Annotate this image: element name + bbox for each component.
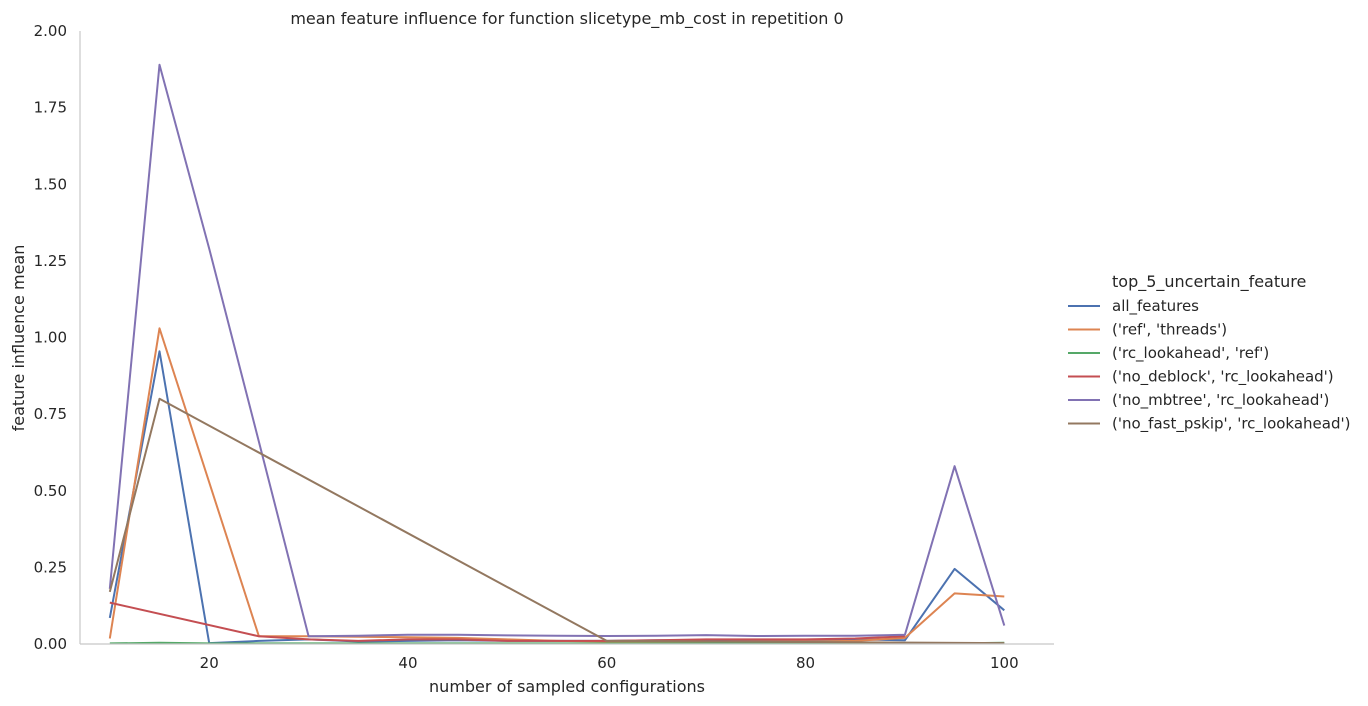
series-line xyxy=(108,350,1005,645)
legend-label: ('ref', 'threads') xyxy=(1112,321,1227,339)
x-tick-label: 20 xyxy=(200,654,219,672)
plot-area xyxy=(108,63,1006,645)
y-tick-label: 0.00 xyxy=(34,635,67,653)
series-line xyxy=(108,327,1005,643)
legend: top_5_uncertain_feature all_features ('re… xyxy=(1068,272,1350,434)
series-line xyxy=(108,397,1005,645)
y-tick-label: 1.75 xyxy=(34,99,67,117)
y-tick-label: 0.75 xyxy=(34,405,67,423)
x-axis-label: number of sampled configurations xyxy=(429,677,705,696)
x-tick-label: 100 xyxy=(990,654,1019,672)
series-line xyxy=(108,63,1006,638)
y-tick-label: 1.50 xyxy=(34,175,67,193)
x-tick-label: 80 xyxy=(796,654,815,672)
legend-label: ('rc_lookahead', 'ref') xyxy=(1112,344,1269,363)
x-tick-label: 60 xyxy=(597,654,616,672)
x-tick-label: 40 xyxy=(398,654,417,672)
legend-label: ('no_fast_pskip', 'rc_lookahead') xyxy=(1112,415,1350,434)
y-tick-label: 1.00 xyxy=(34,329,67,347)
legend-title: top_5_uncertain_feature xyxy=(1112,272,1306,292)
y-tick-label: 1.25 xyxy=(34,252,67,270)
legend-label: ('no_mbtree', 'rc_lookahead') xyxy=(1112,391,1329,410)
y-axis-label: feature influence mean xyxy=(9,245,28,432)
y-tick-labels: 0.00 0.25 0.50 0.75 1.00 1.25 1.50 1.75 2.00 xyxy=(34,22,67,653)
x-tick-labels: 20 40 60 80 100 xyxy=(200,654,1019,672)
legend-label: all_features xyxy=(1112,297,1199,316)
y-tick-label: 0.50 xyxy=(34,482,67,500)
series-line xyxy=(109,601,905,642)
legend-label: ('no_deblock', 'rc_lookahead') xyxy=(1112,368,1334,387)
chart-title: mean feature influence for function slic… xyxy=(290,9,843,29)
y-tick-label: 2.00 xyxy=(34,22,67,40)
y-tick-label: 0.25 xyxy=(34,558,67,576)
